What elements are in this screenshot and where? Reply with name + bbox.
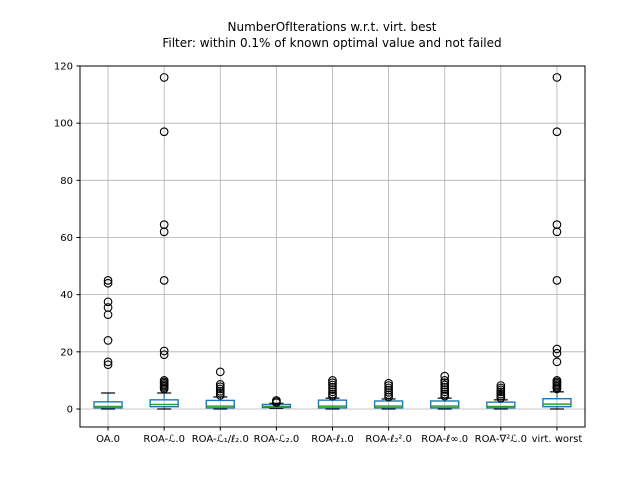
- flier-point: [103, 276, 113, 285]
- plot-area: 0 20 40 60 80 100 120 OA.0 ROA-ℒ.0 ROA-ℒ₁/ℓ₂.0 ROA…: [54, 62, 586, 445]
- flier-point: [552, 376, 562, 385]
- flier-point: [384, 385, 393, 395]
- flier-point: [552, 276, 562, 285]
- flier-point: [440, 371, 450, 381]
- flier-point: [440, 389, 450, 399]
- box-virt. worst: [542, 398, 572, 408]
- flier-point: [440, 378, 450, 388]
- flier-point: [328, 378, 337, 388]
- box-ROA-ℓ∞.0: [430, 400, 460, 409]
- flier-point: [328, 380, 337, 390]
- flier-point: [159, 350, 169, 360]
- flier-point: [552, 220, 562, 229]
- x-tick-label: OA.0: [96, 434, 120, 445]
- flier-point: [159, 276, 169, 285]
- flier-point: [103, 357, 113, 367]
- flier-point: [103, 297, 113, 307]
- y-tick-label: 0: [67, 404, 73, 415]
- flier-point: [552, 348, 562, 358]
- flier-point: [440, 382, 450, 392]
- flier-point: [496, 381, 506, 390]
- flier-point: [496, 383, 506, 393]
- flier-point: [328, 389, 337, 399]
- flier-point: [328, 385, 337, 394]
- flier-point: [440, 380, 450, 390]
- flier-point: [328, 387, 337, 397]
- flier-point: [215, 386, 225, 396]
- y-tick-label: 100: [54, 119, 73, 130]
- flier-point: [159, 127, 169, 137]
- flier-point: [440, 385, 450, 394]
- box-ROA-ℒ.0: [149, 399, 179, 408]
- x-tick-label: ROA-ℓ₁.0: [311, 434, 354, 445]
- flier-point: [159, 346, 169, 356]
- y-tick-label: 80: [60, 176, 73, 187]
- flier-point: [103, 360, 113, 370]
- flier-point: [552, 73, 562, 82]
- x-tick-label: ROA-ℓ₂².0: [365, 434, 412, 445]
- flier-point: [103, 278, 113, 288]
- flier-point: [159, 73, 169, 82]
- flier-point: [384, 392, 393, 402]
- flier-point: [384, 378, 393, 388]
- flier-point: [384, 388, 393, 397]
- flier-point: [384, 381, 393, 390]
- x-tick-label: ROA-∇²ℒ.0: [475, 434, 527, 445]
- x-tick-label: virt. worst: [532, 434, 583, 445]
- y-tick-label: 120: [54, 62, 73, 73]
- flier-point: [552, 344, 562, 354]
- box-ROA-ℒ₁/ℓ₂.0: [205, 399, 235, 409]
- flier-point: [440, 376, 450, 385]
- flier-point: [159, 376, 169, 385]
- flier-point: [159, 220, 169, 229]
- x-tick-label: ROA-ℒ.0: [143, 434, 185, 445]
- chart-subtitle: Filter: within 0.1% of known optimal val…: [162, 36, 501, 50]
- y-tick-label: 40: [60, 290, 73, 301]
- y-tick-label: 20: [60, 347, 73, 358]
- x-tick-label: ROA-ℓ∞.0: [421, 434, 468, 445]
- flier-point: [103, 303, 113, 312]
- flier-point: [440, 387, 450, 397]
- flier-point: [328, 382, 337, 392]
- x-tick-label: ROA-ℒ₂.0: [254, 434, 300, 445]
- flier-point: [384, 383, 393, 393]
- flier-point: [552, 127, 562, 137]
- flier-point: [384, 390, 393, 400]
- x-tick-label: ROA-ℒ₁/ℓ₂.0: [192, 434, 249, 445]
- flier-point: [215, 384, 225, 394]
- flier-point: [328, 376, 337, 385]
- flier-point: [496, 389, 506, 399]
- flier-point: [552, 357, 562, 367]
- flier-point: [215, 380, 225, 389]
- flier-point: [272, 396, 281, 405]
- box-OA.0: [93, 401, 123, 409]
- flier-point: [103, 336, 113, 345]
- flier-point: [215, 382, 225, 392]
- y-tick-label: 60: [60, 233, 73, 244]
- chart-title: NumberOfIterations w.r.t. virt. best: [227, 20, 436, 34]
- flier-point: [215, 367, 225, 377]
